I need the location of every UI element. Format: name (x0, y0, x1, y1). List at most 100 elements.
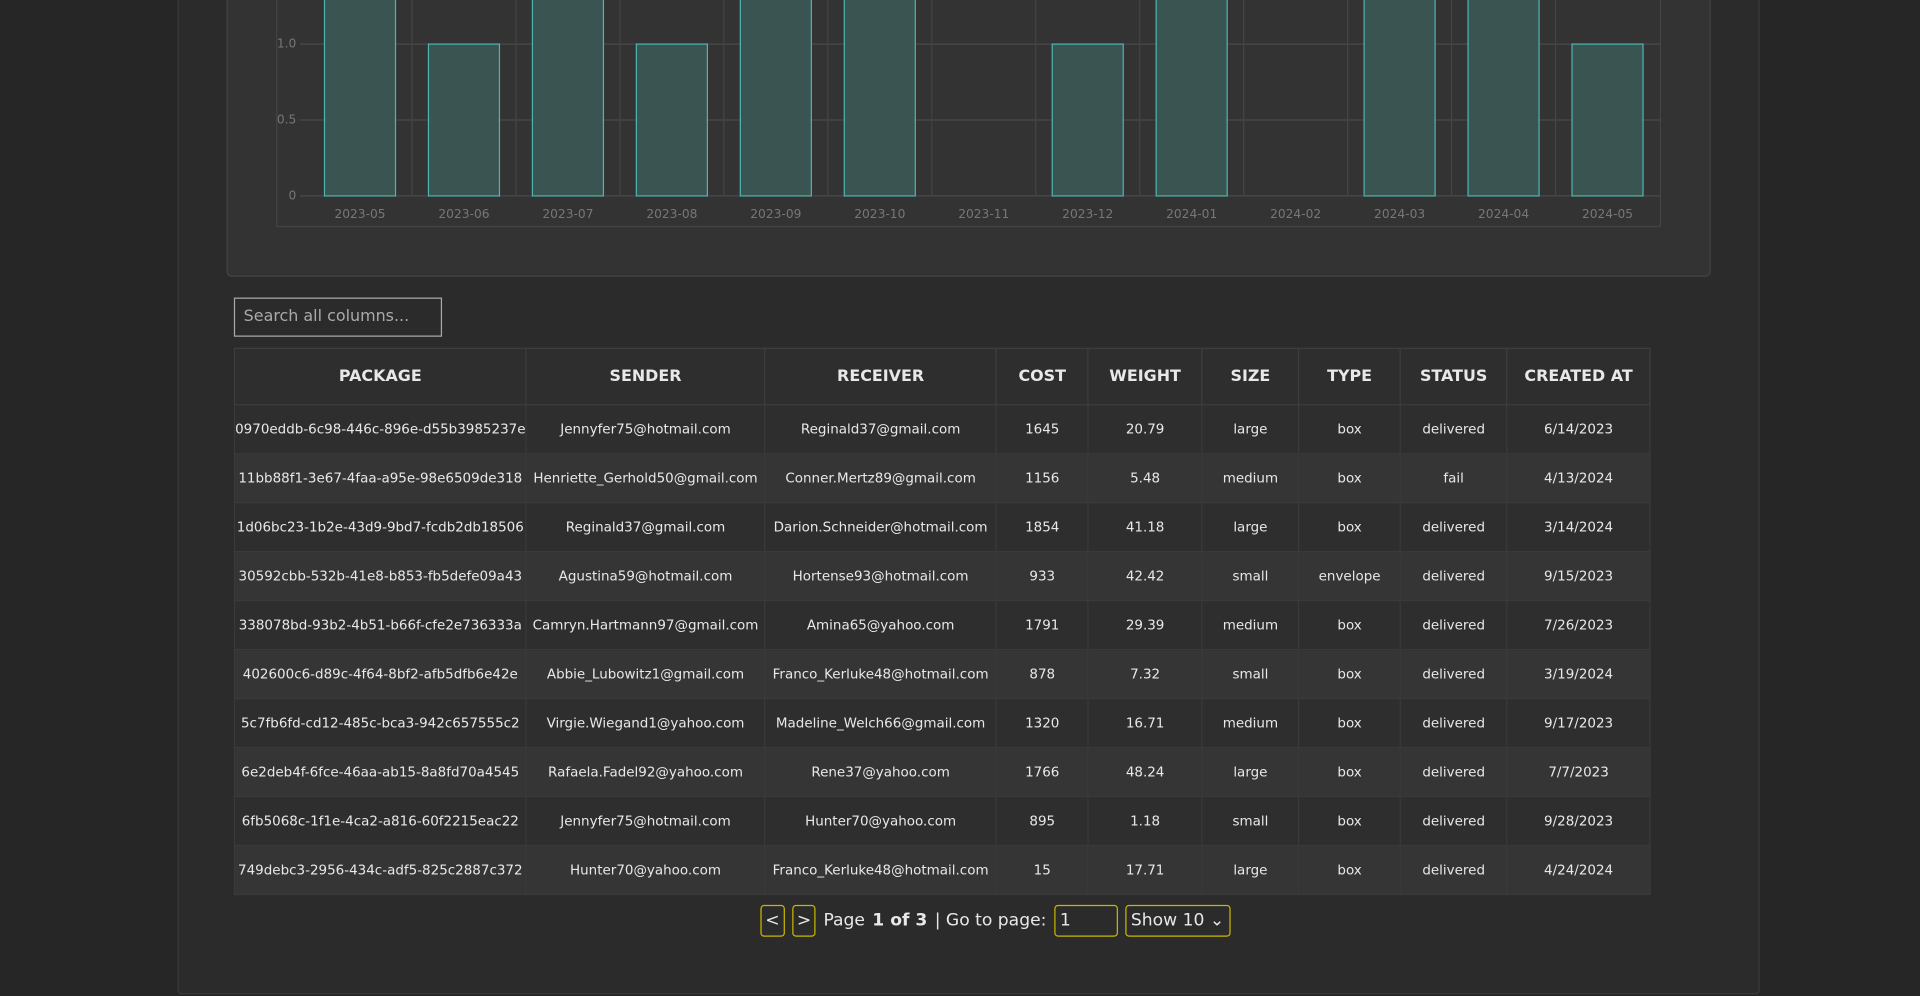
table-cell: Hunter70@yahoo.com (525, 844, 766, 896)
table-cell: 29.39 (1087, 600, 1203, 651)
column-header[interactable]: TYPE (1298, 347, 1402, 406)
table-cell: 48.24 (1087, 746, 1203, 798)
table-cell: box (1298, 844, 1402, 896)
table-cell: Hunter70@yahoo.com (764, 795, 997, 847)
table-cell: large (1201, 746, 1300, 798)
chart: 0 0.5 1.0 2023-05 2023-06 2023-07 2023-08 2023-… (276, 0, 1662, 228)
table-cell: envelope (1298, 551, 1402, 602)
table-cell: 6e2deb4f-6fce-46aa-ab15-8a8fd70a4545 (233, 746, 527, 798)
x-tick-label: 2024-05 (1582, 207, 1633, 221)
table-cell: delivered (1399, 600, 1508, 651)
bar (1363, 0, 1436, 197)
bar (1571, 43, 1644, 197)
table-cell: Franco_Kerluke48@hotmail.com (764, 844, 997, 896)
bar (635, 43, 709, 197)
pagination: < > Page 1 of 3 | Go to page: 1 Show 10 … (760, 904, 1231, 938)
column-header[interactable]: PACKAGE (233, 347, 527, 406)
table-cell: 1791 (995, 600, 1089, 651)
table-cell: 42.42 (1087, 551, 1203, 602)
x-tick-label: 2023-09 (750, 207, 801, 221)
table-cell: Jennyfer75@hotmail.com (525, 795, 766, 847)
show-select[interactable]: Show 10 ⌄ (1124, 904, 1231, 937)
table-cell: 1320 (995, 697, 1089, 749)
table-cell: 7/7/2023 (1506, 746, 1651, 798)
table-cell: box (1298, 502, 1402, 553)
table-cell: 41.18 (1087, 502, 1203, 553)
table-cell: delivered (1399, 844, 1508, 896)
table-cell: 1156 (995, 453, 1089, 504)
plot-frame (276, 0, 1662, 228)
header-row: PACKAGE SENDER RECEIVER COST WEIGHT SIZE TYPE S… (233, 347, 1651, 406)
table-cell: 0970eddb-6c98-446c-896e-d55b3985237e (233, 404, 527, 455)
table-cell: Camryn.Hartmann97@gmail.com (525, 600, 766, 651)
table-row: 0970eddb-6c98-446c-896e-d55b3985237e Jenn… (233, 404, 1651, 455)
y-tick-label: 1.0 (277, 37, 296, 51)
table-cell: 6fb5068c-1f1e-4ca2-a816-60f2215eac22 (233, 795, 527, 847)
table-cell: large (1201, 502, 1300, 553)
table-cell: small (1201, 648, 1300, 700)
table-cell: 5c7fb6fd-cd12-485c-bca3-942c657555c2 (233, 697, 527, 749)
table-cell: 16.71 (1087, 697, 1203, 749)
x-tick-label: 2024-02 (1270, 207, 1321, 221)
table-cell: Hortense93@hotmail.com (764, 551, 997, 602)
x-tick-label: 2024-03 (1374, 207, 1425, 221)
prev-button[interactable]: < (760, 904, 785, 937)
table-cell: small (1201, 795, 1300, 847)
next-button[interactable]: > (791, 904, 817, 937)
table-cell: 9/17/2023 (1506, 697, 1651, 749)
x-tick-label: 2023-08 (646, 207, 697, 221)
column-header[interactable]: STATUS (1399, 347, 1508, 406)
table-cell: box (1298, 746, 1402, 798)
column-header[interactable]: COST (995, 347, 1089, 406)
table-cell: medium (1201, 453, 1300, 504)
table-cell: 402600c6-d89c-4f64-8bf2-afb5dfb6e42e (233, 648, 527, 700)
table-cell: Rene37@yahoo.com (764, 746, 997, 798)
table-cell: 7.32 (1087, 648, 1203, 700)
table-cell: Agustina59@hotmail.com (525, 551, 766, 602)
data-table: PACKAGE SENDER RECEIVER COST WEIGHT SIZE TYPE S… (233, 347, 1651, 896)
table-row: 6fb5068c-1f1e-4ca2-a816-60f2215eac22 Jenn… (233, 795, 1651, 847)
table-cell: box (1298, 697, 1402, 749)
table-cell: fail (1399, 453, 1508, 504)
x-tick-label: 2023-11 (958, 207, 1009, 221)
table-cell: 1854 (995, 502, 1089, 553)
table-cell: 7/26/2023 (1506, 600, 1651, 651)
table-cell: 3/19/2024 (1506, 648, 1651, 700)
x-tick-label: 2024-01 (1166, 207, 1217, 221)
page-input[interactable]: 1 (1053, 904, 1118, 937)
table-cell: delivered (1399, 404, 1508, 455)
bar (1155, 0, 1228, 197)
bar (739, 0, 812, 197)
column-header[interactable]: SENDER (525, 347, 766, 406)
x-tick-label: 2023-06 (438, 207, 489, 221)
search-input[interactable]: Search all columns... (233, 297, 443, 337)
bar (843, 0, 916, 197)
column-header[interactable]: RECEIVER (764, 347, 997, 406)
table-cell: Conner.Mertz89@gmail.com (764, 453, 997, 504)
column-header[interactable]: SIZE (1201, 347, 1300, 406)
table-cell: Darion.Schneider@hotmail.com (764, 502, 997, 553)
table-cell: box (1298, 600, 1402, 651)
column-header[interactable]: CREATED AT (1506, 347, 1651, 406)
table-cell: large (1201, 844, 1300, 896)
table-cell: 1.18 (1087, 795, 1203, 847)
table-cell: Amina65@yahoo.com (764, 600, 997, 651)
goto-label: | Go to page: (934, 911, 1047, 931)
table-cell: 3/14/2024 (1506, 502, 1651, 553)
column-header[interactable]: WEIGHT (1087, 347, 1203, 406)
table-cell: 6/14/2023 (1506, 404, 1651, 455)
table-cell: 11bb88f1-3e67-4faa-a95e-98e6509de318 (233, 453, 527, 504)
table-cell: box (1298, 453, 1402, 504)
table-cell: 9/28/2023 (1506, 795, 1651, 847)
table-cell: delivered (1399, 697, 1508, 749)
x-tick-label: 2024-04 (1478, 207, 1529, 221)
bar (323, 0, 397, 197)
table-cell: 878 (995, 648, 1089, 700)
table-cell: box (1298, 648, 1402, 700)
x-tick-label: 2023-10 (854, 207, 905, 221)
table-cell: 895 (995, 795, 1089, 847)
table-cell: 338078bd-93b2-4b51-b66f-cfe2e736333a (233, 600, 527, 651)
table-cell: delivered (1399, 648, 1508, 700)
